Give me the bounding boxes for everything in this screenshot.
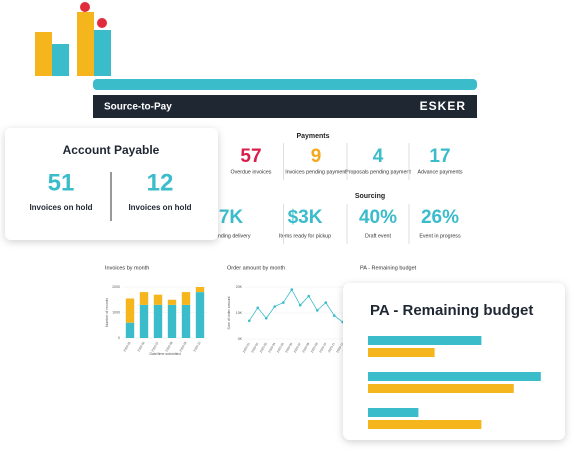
card-label: Invoices on hold (128, 203, 191, 212)
x-tick-label: 2020-12 (335, 342, 344, 354)
chart-title: PA - Remaining budget (360, 265, 417, 271)
kpi-grid: 57 Overdue invoices 9 Invoices pending paym… (211, 143, 463, 244)
point (315, 309, 319, 312)
card-title: PA - Remaining budget (370, 302, 533, 319)
kpi-label: Proposals pending payment (345, 169, 411, 175)
point (290, 288, 294, 291)
header-bar (93, 95, 477, 118)
line (248, 288, 343, 323)
bar-segment (181, 304, 191, 338)
x-tick-label: 2020-11 (327, 342, 336, 354)
point (307, 294, 311, 298)
x-tick-label: 2020-06 (284, 342, 293, 354)
x-tick-label: 2020-07 (293, 342, 302, 354)
order-chart: Order amount by month Sum of order amount… (227, 265, 347, 353)
x-tick-label: 2020-03 (259, 342, 268, 354)
bar-segment (195, 292, 205, 338)
y-tick-label: 10K (236, 311, 243, 315)
point (298, 303, 302, 307)
bar-segment (125, 298, 135, 323)
point (281, 301, 285, 304)
x-tick-label: 2020-09 (179, 341, 188, 353)
x-tick-label: 2020-08 (165, 341, 174, 353)
x-tick-label: 2020-04 (267, 342, 276, 354)
x-tick-label: 2020-02 (250, 342, 259, 354)
bar-segment (167, 304, 177, 338)
y-tick-label: 2000 (112, 285, 120, 289)
y-tick-label: 0 (118, 336, 120, 340)
budget-bar (368, 336, 482, 345)
section-title: Payments (296, 133, 329, 140)
card-value: 51 (48, 169, 75, 196)
kpi-label: Pending delivery (211, 233, 251, 239)
y-tick-label: 1000 (112, 310, 120, 314)
x-axis-label: Date/time submitted (149, 352, 180, 356)
kpi-value: $3K (288, 207, 323, 228)
card-title: Account Payable (63, 143, 160, 157)
y-axis-label: Number of records (105, 298, 109, 327)
kpi-label: Overdue invoices (231, 169, 272, 175)
y-tick-label: 20K (236, 285, 243, 289)
bar-segment (139, 304, 149, 338)
x-tick-label: 2020-08 (301, 342, 310, 354)
account-items: 51 Invoices on hold 12 Invoices on hold (29, 169, 191, 212)
bar-segment (153, 294, 163, 305)
budget-bar (368, 420, 482, 429)
accent-bar (93, 79, 477, 90)
bar-segment (195, 287, 205, 293)
invoices-chart: Invoices by month Number of records Date/t… (105, 265, 207, 356)
kpi-value: 7K (219, 207, 244, 228)
card-value: 12 (147, 169, 174, 196)
budget-bar (368, 372, 541, 381)
chart-title: Order amount by month (227, 265, 285, 271)
kpi-value: 4 (373, 146, 384, 167)
budget-bar (368, 408, 419, 417)
kpi-label: Items ready for pickup (279, 233, 331, 239)
kpi-label: Draft event (365, 233, 391, 239)
bar-segment (139, 292, 149, 305)
x-tick-label: 2020-01 (242, 342, 251, 354)
logo-decoration (35, 2, 111, 76)
budget-chart (368, 336, 541, 429)
budget-bar (368, 384, 514, 393)
x-tick-label: 2020-05 (123, 341, 132, 353)
card-label: Invoices on hold (29, 203, 92, 212)
bar-segment (181, 292, 191, 305)
point (273, 305, 277, 308)
y-axis-label: Sum of order amount (227, 297, 231, 330)
budget-bar (368, 348, 435, 357)
bar-segment (167, 299, 177, 305)
x-tick-label: 2020-10 (318, 342, 327, 354)
chart-title: Invoices by month (105, 265, 149, 271)
header-title: Source-to-Pay (104, 102, 172, 113)
kpi-value: 9 (311, 146, 322, 167)
point (264, 316, 268, 320)
bar-segment (153, 304, 163, 338)
point (324, 301, 328, 304)
y-tick-label: 0K (238, 337, 243, 341)
x-tick-label: 2020-06 (137, 341, 146, 353)
section-title: Sourcing (355, 193, 385, 200)
x-tick-label: 2020-05 (276, 342, 285, 354)
kpi-value: 17 (429, 146, 450, 167)
point (256, 306, 260, 310)
bar-segment (125, 322, 135, 338)
point (332, 314, 336, 317)
kpi-label: Invoices pending payment (285, 169, 347, 175)
x-tick-label: 2020-10 (193, 341, 202, 353)
kpi-label: Event in progress (419, 233, 461, 239)
x-tick-label: 2020-09 (310, 342, 319, 354)
kpi-value: 57 (240, 146, 261, 167)
budget-card (343, 283, 565, 440)
kpi-label: Advance payments (417, 169, 462, 175)
kpi-value: 40% (359, 207, 397, 228)
kpi-value: 26% (421, 207, 459, 228)
x-tick-label: 2020-07 (151, 341, 160, 353)
brand: ESKER (420, 99, 466, 113)
point (247, 319, 251, 323)
